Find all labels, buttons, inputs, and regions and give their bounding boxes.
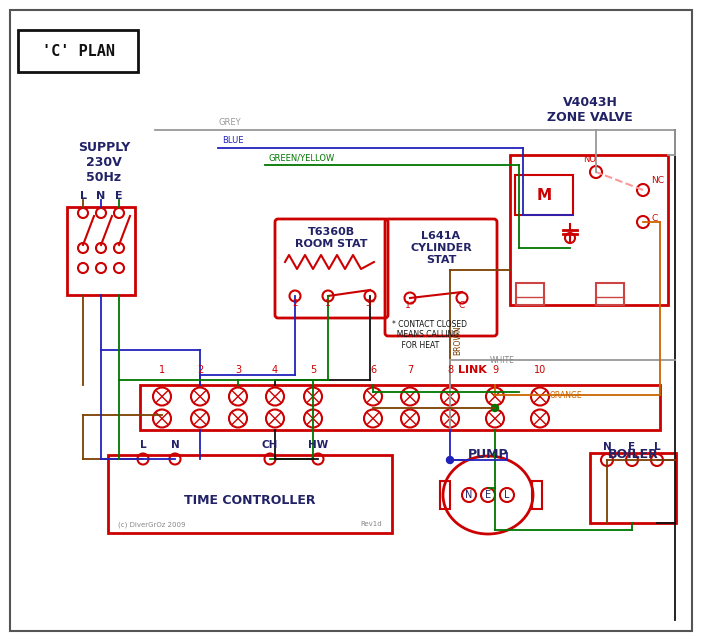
Text: V4043H
ZONE VALVE: V4043H ZONE VALVE — [547, 96, 633, 124]
Text: T6360B
ROOM STAT: T6360B ROOM STAT — [295, 227, 367, 249]
Text: BLUE: BLUE — [222, 136, 244, 145]
Text: PUMP: PUMP — [468, 449, 508, 462]
Text: ORANGE: ORANGE — [550, 391, 583, 400]
Text: 9: 9 — [492, 365, 498, 375]
Text: WHITE: WHITE — [490, 356, 515, 365]
Text: L641A
CYLINDER
STAT: L641A CYLINDER STAT — [410, 231, 472, 265]
Text: N: N — [465, 490, 472, 500]
Text: 10: 10 — [534, 365, 546, 375]
Text: M: M — [536, 188, 552, 203]
Circle shape — [446, 456, 453, 463]
Text: 'C' PLAN: 'C' PLAN — [41, 44, 114, 58]
Bar — [108, 455, 392, 533]
Text: E: E — [628, 442, 635, 452]
Text: 4: 4 — [272, 365, 278, 375]
Text: 7: 7 — [407, 365, 413, 375]
Text: L: L — [140, 440, 146, 450]
Bar — [590, 453, 676, 523]
Text: NC: NC — [651, 176, 664, 185]
Text: N: N — [602, 442, 611, 452]
Text: TIME CONTROLLER: TIME CONTROLLER — [184, 494, 316, 506]
Text: C: C — [651, 214, 657, 223]
Text: NO: NO — [583, 155, 597, 164]
Bar — [140, 385, 660, 430]
Text: 1: 1 — [325, 299, 331, 308]
Text: CH: CH — [262, 440, 278, 450]
Text: (c) DiverGrOz 2009: (c) DiverGrOz 2009 — [118, 521, 185, 528]
Text: L: L — [654, 442, 661, 452]
Bar — [532, 481, 542, 509]
Text: SUPPLY
230V
50Hz: SUPPLY 230V 50Hz — [78, 140, 130, 183]
Text: 3: 3 — [235, 365, 241, 375]
Text: C: C — [459, 301, 465, 310]
Bar — [67, 207, 135, 295]
Bar — [515, 175, 573, 215]
Text: LINK: LINK — [458, 365, 486, 375]
Text: Rev1d: Rev1d — [360, 521, 382, 527]
Text: N: N — [96, 191, 105, 201]
Text: N: N — [171, 440, 180, 450]
Text: 1: 1 — [159, 365, 165, 375]
Text: 8: 8 — [447, 365, 453, 375]
Bar — [510, 155, 668, 305]
Text: L: L — [504, 490, 510, 500]
Text: BOILER: BOILER — [608, 449, 658, 462]
Circle shape — [491, 404, 498, 412]
Bar — [18, 30, 138, 72]
Text: 2: 2 — [197, 365, 203, 375]
Bar — [440, 481, 450, 509]
Text: 5: 5 — [310, 365, 316, 375]
Bar — [596, 283, 624, 305]
Text: BROWN: BROWN — [453, 325, 462, 355]
Text: GREEN/YELLOW: GREEN/YELLOW — [268, 153, 334, 162]
Text: * CONTACT CLOSED
  MEANS CALLING
    FOR HEAT: * CONTACT CLOSED MEANS CALLING FOR HEAT — [392, 320, 467, 350]
Text: 2: 2 — [292, 299, 298, 308]
Text: HW: HW — [308, 440, 328, 450]
Text: GREY: GREY — [218, 118, 241, 127]
Text: E: E — [485, 490, 491, 500]
Bar — [516, 283, 544, 305]
Text: L: L — [79, 191, 86, 201]
Text: E: E — [115, 191, 123, 201]
Text: 1*: 1* — [405, 301, 415, 310]
Text: 3*: 3* — [365, 299, 375, 308]
Text: 6: 6 — [370, 365, 376, 375]
